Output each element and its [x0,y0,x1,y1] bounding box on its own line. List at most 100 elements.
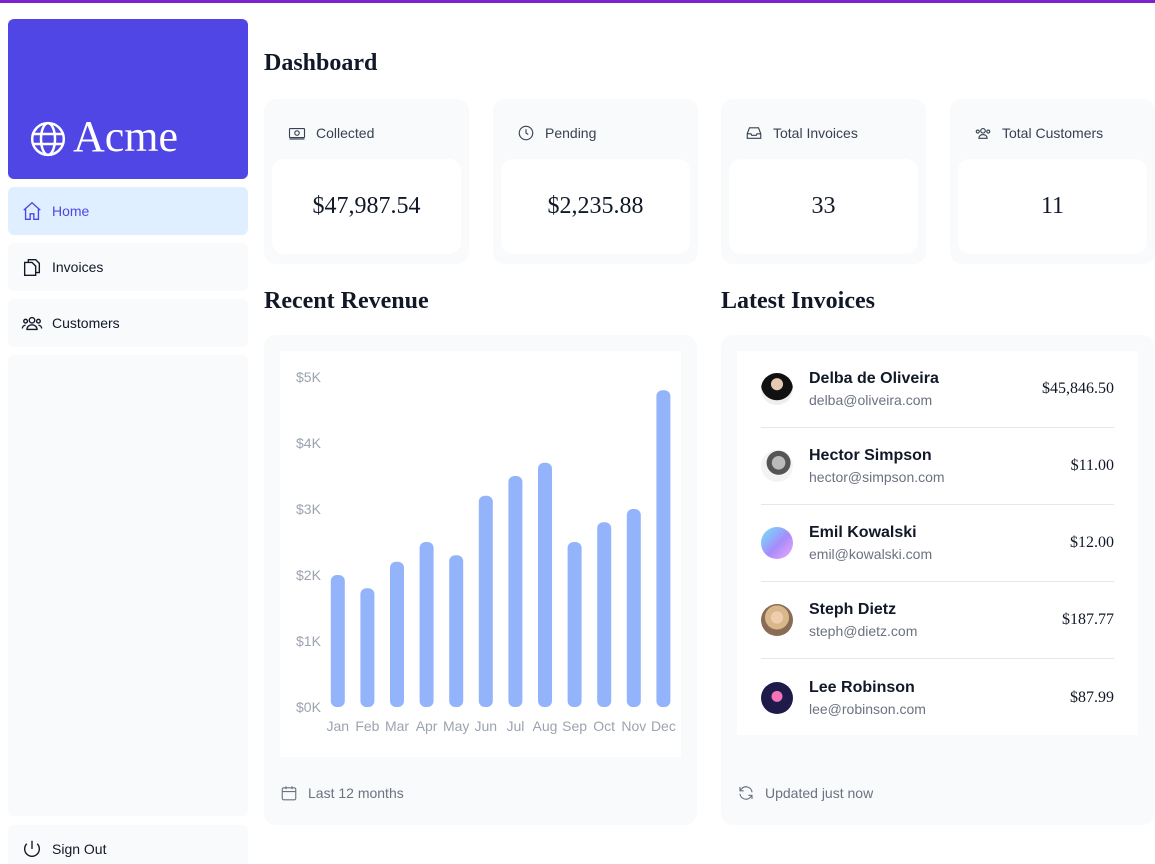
card-value: 11 [958,159,1147,254]
x-tick-label: Aug [533,718,558,734]
customer-name: Delba de Oliveira [809,370,939,387]
invoice-amount: $87.99 [1070,688,1114,706]
revenue-bar[interactable] [597,522,612,707]
revenue-bar[interactable] [508,476,523,707]
x-tick-label: Apr [416,718,438,734]
card-value: 33 [729,159,918,254]
y-tick-label: $2K [296,567,322,583]
card-label: Collected [316,125,375,141]
customer-name: Lee Robinson [809,678,915,696]
revenue-bar[interactable] [419,542,434,707]
x-tick-label: Jul [506,718,524,734]
avatar [761,681,793,714]
revenue-bar[interactable] [330,575,345,707]
sidebar-item-invoices[interactable]: Invoices [8,243,248,291]
revenue-bar[interactable] [449,555,464,707]
avatar [761,450,793,482]
top-accent-bar [0,0,1155,3]
revenue-bar[interactable] [567,542,582,707]
revenue-bar[interactable] [656,390,671,707]
card-collected: Collected $47,987.54 [264,99,469,264]
home-icon [21,200,43,222]
card-total-customers: Total Customers 11 [950,99,1155,264]
invoice-row[interactable]: Hector Simpson hector@simpson.com $11.00 [761,428,1114,505]
invoice-row[interactable]: Steph Dietz steph@dietz.com $187.77 [761,582,1114,659]
x-tick-label: Oct [593,718,615,734]
latest-invoices-panel: Delba de Oliveira delba@oliveira.com $45… [721,335,1154,825]
x-tick-label: Jun [475,718,498,734]
latest-footer: Updated just now [765,785,874,801]
latest-invoices-title: Latest Invoices [721,288,875,314]
x-tick-label: Feb [355,718,379,734]
revenue-footer: Last 12 months [308,785,404,801]
invoice-amount: $45,846.50 [1042,380,1114,397]
revenue-bar[interactable] [626,509,641,707]
invoice-amount: $187.77 [1062,611,1114,628]
power-icon [21,838,43,860]
y-tick-label: $3K [296,501,322,517]
invoice-row[interactable]: Lee Robinson lee@robinson.com $87.99 [761,659,1114,736]
invoice-amount: $12.00 [1070,534,1114,551]
x-tick-label: Sep [562,718,587,734]
sidebar-spacer [8,355,248,816]
customer-email: emil@kowalski.com [809,546,933,562]
inbox-icon [745,123,765,143]
acme-logo[interactable]: Acme [8,19,248,179]
sidebar-item-label: Customers [52,315,120,331]
revenue-bar[interactable] [360,588,375,707]
card-label: Pending [545,125,597,141]
refresh-icon [737,783,757,803]
invoice-row[interactable]: Delba de Oliveira delba@oliveira.com $45… [761,351,1114,428]
banknotes-icon [288,123,308,143]
sidebar-item-customers[interactable]: Customers [8,299,248,347]
document-duplicate-icon [21,256,43,278]
invoice-list: Delba de Oliveira delba@oliveira.com $45… [737,351,1138,735]
user-group-icon [21,312,43,334]
page-title: Dashboard [264,50,378,76]
card-label: Total Customers [1002,125,1104,141]
customer-email: steph@dietz.com [809,623,918,639]
sidebar-item-label: Home [52,203,90,219]
avatar [761,373,793,405]
customer-email: lee@robinson.com [809,700,926,717]
y-tick-label: $4K [296,435,322,451]
customer-name: Hector Simpson [809,447,932,464]
revenue-panel: $5K $4K $3K $2K $1K $0K Jan Feb Mar Apr May Jun Jul A… [264,335,697,825]
invoice-row[interactable]: Emil Kowalski emil@kowalski.com $12.00 [761,505,1114,582]
globe-icon [30,121,66,157]
card-value: $47,987.54 [272,159,461,254]
sign-out-label: Sign Out [52,841,107,857]
calendar-icon [280,783,300,803]
y-tick-label: $0K [296,699,322,715]
x-tick-label: Nov [621,718,646,734]
clock-icon [517,123,537,143]
customer-email: delba@oliveira.com [809,392,933,408]
x-tick-label: Jan [327,718,350,734]
sidebar-item-home[interactable]: Home [8,187,248,235]
card-label: Total Invoices [773,125,858,141]
customer-email: hector@simpson.com [809,469,945,485]
sign-out-button[interactable]: Sign Out [8,825,248,864]
customer-name: Emil Kowalski [809,524,917,541]
revenue-bar[interactable] [538,462,552,707]
y-tick-label: $5K [296,369,322,385]
recent-revenue-title: Recent Revenue [264,288,429,314]
x-tick-label: Mar [385,718,409,734]
card-total-invoices: Total Invoices 33 [721,99,926,264]
x-tick-label: May [443,718,469,734]
revenue-bar[interactable] [478,495,493,707]
card-pending: Pending $2,235.88 [493,99,698,264]
brand-name: Acme [73,112,179,161]
sidebar-item-label: Invoices [52,259,104,275]
revenue-chart-svg: $5K $4K $3K $2K $1K $0K Jan Feb Mar Apr May Jun Jul A… [296,369,676,734]
customer-name: Steph Dietz [809,601,897,618]
y-tick-label: $1K [296,633,322,649]
avatar [761,604,793,636]
user-group-icon [974,123,994,143]
invoice-amount: $11.00 [1070,457,1114,474]
avatar [761,527,793,559]
card-value: $2,235.88 [501,159,690,254]
revenue-chart: $5K $4K $3K $2K $1K $0K Jan Feb Mar Apr May Jun Jul A… [280,351,681,757]
x-tick-label: Dec [651,718,676,734]
revenue-bar[interactable] [390,561,404,707]
